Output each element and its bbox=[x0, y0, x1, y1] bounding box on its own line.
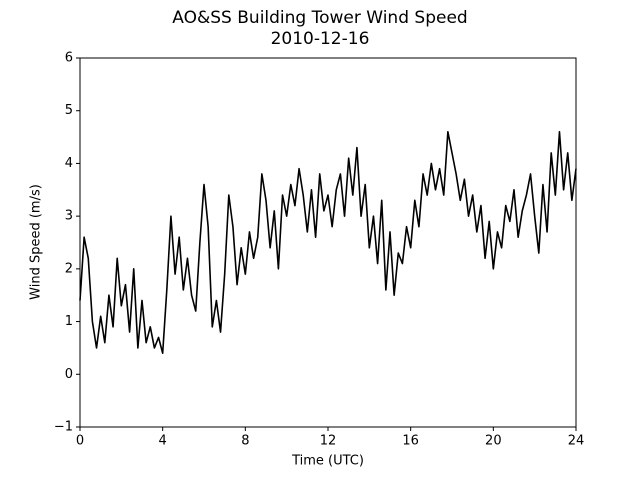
y-tick-label: 5 bbox=[65, 103, 73, 118]
x-tick-label: 0 bbox=[76, 434, 84, 449]
x-axis-label: Time (UTC) bbox=[291, 454, 364, 469]
data-line bbox=[79, 131, 577, 354]
y-tick-label: 4 bbox=[65, 156, 73, 171]
x-tick-label: 24 bbox=[568, 434, 585, 449]
x-tick-label: 4 bbox=[159, 434, 167, 449]
y-tick-label: −1 bbox=[54, 420, 73, 435]
x-tick-label: 20 bbox=[485, 434, 502, 449]
x-tick-label: 8 bbox=[241, 434, 249, 449]
y-tick-label: 0 bbox=[65, 367, 73, 382]
chart-subtitle: 2010-12-16 bbox=[271, 29, 370, 49]
y-tick-label: 6 bbox=[65, 51, 73, 66]
y-tick-label: 1 bbox=[65, 314, 73, 329]
chart-title: AO&SS Building Tower Wind Speed bbox=[172, 8, 467, 28]
x-tick-label: 16 bbox=[402, 434, 419, 449]
y-tick-label: 2 bbox=[65, 261, 73, 276]
y-axis-label: Wind Speed (m/s) bbox=[29, 184, 44, 300]
x-tick-label: 12 bbox=[320, 434, 337, 449]
y-tick-label: 3 bbox=[65, 209, 73, 224]
